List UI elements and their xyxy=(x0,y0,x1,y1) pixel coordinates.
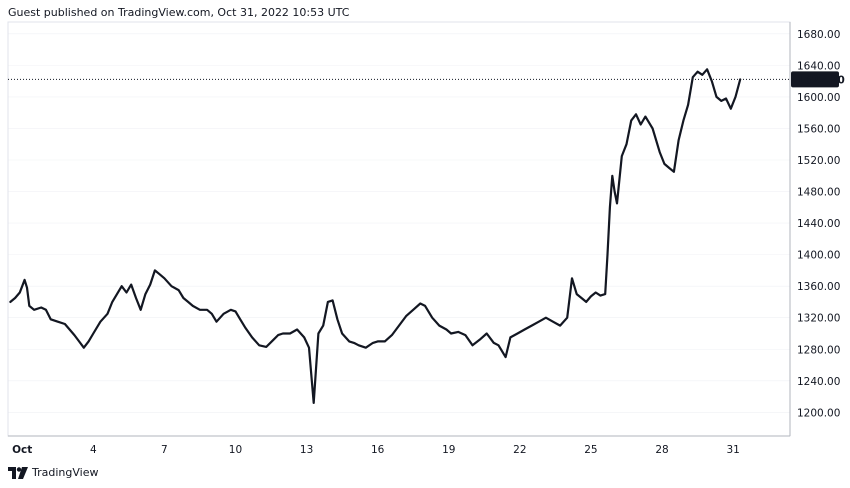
y-tick-label: 1560.00 xyxy=(797,123,840,135)
y-tick-label: 1280.00 xyxy=(797,344,840,356)
tradingview-footer[interactable]: TradingView xyxy=(8,466,98,479)
y-tick-label: 1640.00 xyxy=(797,60,840,72)
x-tick-label: Oct xyxy=(12,444,32,456)
x-tick-label: 7 xyxy=(161,444,168,456)
y-tick-label: 1600.00 xyxy=(797,92,840,104)
x-tick-label: 10 xyxy=(229,444,242,456)
tradingview-brand: TradingView xyxy=(32,466,99,479)
plot-area-border xyxy=(7,21,791,437)
x-tick-label: 4 xyxy=(90,444,97,456)
x-tick-label: 31 xyxy=(726,444,739,456)
y-tick-label: 1520.00 xyxy=(797,155,840,167)
last-price-text: 1622.20 xyxy=(797,74,845,86)
x-tick-label: 13 xyxy=(300,444,313,456)
x-tick-label: 25 xyxy=(584,444,597,456)
price-axis: 1200.00 1240.00 1280.00 1320.00 1360.00 1400.… xyxy=(797,29,840,420)
y-tick-label: 1200.00 xyxy=(797,407,840,419)
y-tick-label: 1400.00 xyxy=(797,250,840,262)
price-series-line xyxy=(9,68,742,404)
published-header: Guest published on TradingView.com, Oct … xyxy=(8,6,350,19)
y-tick-label: 1240.00 xyxy=(797,376,840,388)
y-tick-label: 1480.00 xyxy=(797,187,840,199)
y-tick-label: 1680.00 xyxy=(797,29,840,41)
tradingview-logo-icon xyxy=(8,466,28,479)
x-tick-label: 16 xyxy=(371,444,385,456)
y-tick-label: 1360.00 xyxy=(797,281,840,293)
x-tick-label: 22 xyxy=(513,444,526,456)
x-tick-label: 19 xyxy=(442,444,455,456)
time-axis: Oct 4 7 10 13 16 19 22 25 28 31 xyxy=(12,444,740,456)
y-tick-label: 1440.00 xyxy=(797,218,840,230)
last-price-label: 1622.20 xyxy=(791,71,845,88)
x-tick-label: 28 xyxy=(655,444,668,456)
y-tick-label: 1320.00 xyxy=(797,313,840,325)
